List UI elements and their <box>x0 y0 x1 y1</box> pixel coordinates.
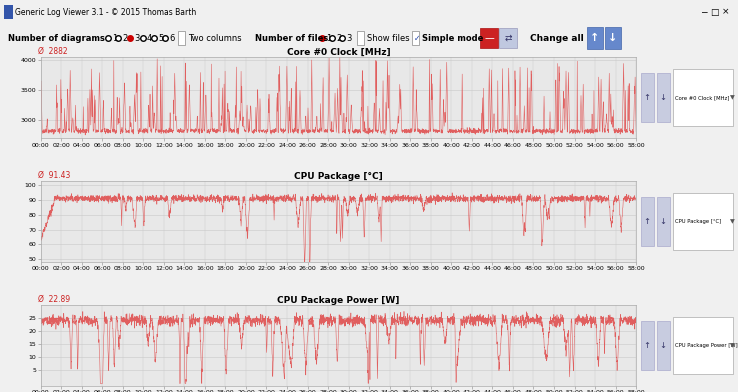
Bar <box>412 31 419 45</box>
Bar <box>673 69 733 126</box>
Bar <box>587 27 603 49</box>
Text: ⇄: ⇄ <box>504 34 511 42</box>
Text: ▼: ▼ <box>730 95 734 100</box>
Bar <box>4 5 13 20</box>
Text: 5: 5 <box>158 34 163 42</box>
Bar <box>480 29 498 48</box>
Text: Number of diagrams: Number of diagrams <box>8 34 105 42</box>
Text: Generic Log Viewer 3.1 - © 2015 Thomas Barth: Generic Log Viewer 3.1 - © 2015 Thomas B… <box>15 8 196 16</box>
Text: —: — <box>484 33 494 43</box>
Text: 2: 2 <box>336 34 341 42</box>
Text: ↓: ↓ <box>660 93 666 102</box>
Text: ▼: ▼ <box>730 343 734 348</box>
Text: Core #0 Clock [MHz]: Core #0 Clock [MHz] <box>675 95 729 100</box>
Text: Simple mode: Simple mode <box>422 34 483 42</box>
Text: Change all: Change all <box>530 34 584 42</box>
Bar <box>641 73 654 122</box>
Text: CPU Package [°C]: CPU Package [°C] <box>675 219 721 224</box>
Text: ↓: ↓ <box>660 217 666 226</box>
Bar <box>657 73 670 122</box>
Bar <box>641 197 654 246</box>
Bar <box>357 31 364 45</box>
Bar <box>499 29 517 48</box>
Text: ↓: ↓ <box>660 341 666 350</box>
Bar <box>178 31 185 45</box>
Text: ↓: ↓ <box>608 33 618 43</box>
Text: 3: 3 <box>134 34 139 42</box>
Text: Show files: Show files <box>367 34 410 42</box>
Text: 2: 2 <box>122 34 127 42</box>
Text: 4: 4 <box>147 34 152 42</box>
Bar <box>673 317 733 374</box>
Text: Ø  2882: Ø 2882 <box>38 47 67 56</box>
Bar <box>657 197 670 246</box>
Title: Core #0 Clock [MHz]: Core #0 Clock [MHz] <box>286 48 390 57</box>
Title: CPU Package [°C]: CPU Package [°C] <box>294 172 383 181</box>
Text: ↑: ↑ <box>644 217 651 226</box>
Text: ✓: ✓ <box>414 34 421 42</box>
Text: Ø  22.89: Ø 22.89 <box>38 295 69 304</box>
Title: CPU Package Power [W]: CPU Package Power [W] <box>277 296 399 305</box>
Text: Number of files: Number of files <box>255 34 328 42</box>
Text: −: − <box>700 8 707 16</box>
Bar <box>673 193 733 250</box>
Text: CPU Package Power [W]: CPU Package Power [W] <box>675 343 737 348</box>
Bar <box>605 27 621 49</box>
Text: 1: 1 <box>112 34 117 42</box>
Text: 1: 1 <box>326 34 331 42</box>
Text: 3: 3 <box>346 34 351 42</box>
Text: Two columns: Two columns <box>188 34 241 42</box>
Text: ↑: ↑ <box>590 33 600 43</box>
Bar <box>641 321 654 370</box>
Text: ×: × <box>722 8 729 16</box>
Text: ↑: ↑ <box>644 93 651 102</box>
Text: □: □ <box>710 8 719 16</box>
Text: ↑: ↑ <box>644 341 651 350</box>
Text: 6: 6 <box>169 34 174 42</box>
Bar <box>657 321 670 370</box>
Text: Ø  91.43: Ø 91.43 <box>38 171 70 180</box>
Text: ▼: ▼ <box>730 219 734 224</box>
